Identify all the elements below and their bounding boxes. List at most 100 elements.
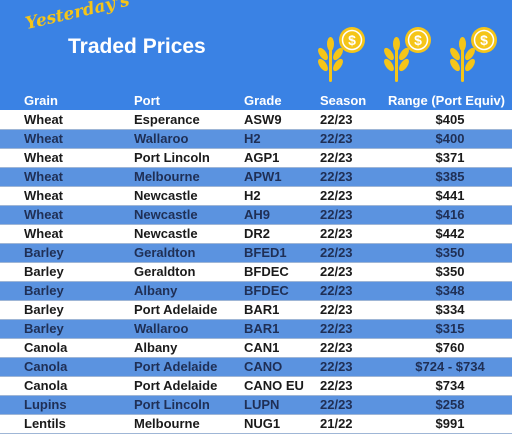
table-row: Wheat Esperance ASW9 22/23 $405	[0, 110, 512, 130]
cell-season: 22/23	[320, 131, 353, 146]
table-body: Wheat Esperance ASW9 22/23 $405 Wheat Wallaroo…	[0, 110, 512, 434]
cell-grade: BAR1	[244, 321, 280, 336]
column-header-port: Port	[134, 92, 244, 111]
cell-range: $760	[435, 340, 465, 355]
cell-grade: CAN1	[244, 340, 280, 355]
table-row: Lentils Melbourne NUG1 21/22 $991	[0, 414, 512, 434]
cell-season: 22/23	[320, 397, 353, 412]
cell-grain: Barley	[24, 302, 64, 317]
table-row: Wheat Newcastle AH9 22/23 $416	[0, 205, 512, 225]
table-row: Wheat Newcastle H2 22/23 $441	[0, 186, 512, 206]
cell-grain: Wheat	[24, 169, 63, 184]
cell-port: Port Adelaide	[134, 378, 218, 393]
cell-range: $258	[435, 397, 465, 412]
cell-grain: Wheat	[24, 112, 63, 127]
cell-range: $315	[435, 321, 465, 336]
cell-grade: CANO	[244, 359, 283, 374]
table-row: Wheat Newcastle DR2 22/23 $442	[0, 224, 512, 244]
cell-grade: DR2	[244, 226, 271, 241]
cell-range: $350	[435, 245, 465, 260]
cell-season: 22/23	[320, 207, 353, 222]
column-header-season: Season	[316, 92, 388, 111]
cell-season: 22/23	[320, 359, 353, 374]
cell-range: $400	[435, 131, 465, 146]
cell-grain: Barley	[24, 321, 64, 336]
cell-range: $441	[435, 188, 465, 203]
cell-grain: Wheat	[24, 150, 63, 165]
cell-range: $405	[435, 112, 465, 127]
cell-season: 22/23	[320, 150, 353, 165]
svg-text:$: $	[348, 32, 356, 48]
cell-grain: Canola	[24, 340, 68, 355]
cell-season: 21/22	[320, 416, 353, 431]
table-row: Wheat Wallaroo H2 22/23 $400	[0, 129, 512, 149]
cell-range: $348	[435, 283, 465, 298]
cell-grade: CANO EU	[244, 378, 304, 393]
cell-grade: H2	[244, 188, 261, 203]
table-row: Barley Geraldton BFED1 22/23 $350	[0, 243, 512, 263]
column-header-grain: Grain	[0, 92, 134, 111]
cell-season: 22/23	[320, 378, 353, 393]
cell-grain: Canola	[24, 378, 68, 393]
prices-table: Grain Port Grade Season Range (Port Equi…	[0, 92, 512, 434]
column-header-grade: Grade	[244, 92, 316, 111]
cell-grain: Lentils	[24, 416, 66, 431]
cell-season: 22/23	[320, 264, 353, 279]
cell-grain: Wheat	[24, 131, 63, 146]
cell-season: 22/23	[320, 226, 353, 241]
page-title: Traded Prices	[68, 35, 206, 58]
cell-port: Geraldton	[134, 264, 196, 279]
cell-port: Port Adelaide	[134, 359, 218, 374]
svg-text:$: $	[480, 32, 488, 48]
cell-port: Melbourne	[134, 416, 200, 431]
cell-season: 22/23	[320, 188, 353, 203]
cell-port: Newcastle	[134, 207, 198, 222]
cell-range: $350	[435, 264, 465, 279]
cell-grade: AGP1	[244, 150, 280, 165]
wheat-coin-icon: $	[450, 27, 497, 82]
cell-season: 22/23	[320, 112, 353, 127]
cell-port: Newcastle	[134, 226, 198, 241]
cell-port: Wallaroo	[134, 131, 189, 146]
cell-season: 22/23	[320, 340, 353, 355]
cell-grade: AH9	[244, 207, 271, 222]
cell-range: $385	[435, 169, 465, 184]
column-header-range: Range (Port Equiv)	[388, 92, 512, 111]
cell-port: Albany	[134, 283, 178, 298]
cell-range: $334	[435, 302, 465, 317]
cell-port: Port Adelaide	[134, 302, 218, 317]
cell-range: $734	[435, 378, 465, 393]
cell-grain: Wheat	[24, 188, 63, 203]
cell-grade: NUG1	[244, 416, 281, 431]
cell-port: Melbourne	[134, 169, 200, 184]
cell-grain: Barley	[24, 264, 64, 279]
cell-season: 22/23	[320, 245, 353, 260]
cell-port: Albany	[134, 340, 178, 355]
cell-port: Wallaroo	[134, 321, 189, 336]
table-row: Canola Albany CAN1 22/23 $760	[0, 338, 512, 358]
cell-range: $724 - $734	[415, 359, 485, 374]
cell-port: Port Lincoln	[134, 397, 210, 412]
cell-port: Geraldton	[134, 245, 196, 260]
svg-text:$: $	[414, 32, 422, 48]
cell-port: Port Lincoln	[134, 150, 210, 165]
cell-grade: H2	[244, 131, 261, 146]
cell-grade: LUPN	[244, 397, 280, 412]
cell-grade: BFDEC	[244, 283, 289, 298]
cell-grain: Barley	[24, 283, 64, 298]
cell-port: Esperance	[134, 112, 200, 127]
cell-grain: Lupins	[24, 397, 67, 412]
cell-grade: BFDEC	[244, 264, 289, 279]
wheat-coin-icon: $	[318, 27, 365, 82]
table-row: Lupins Port Lincoln LUPN 22/23 $258	[0, 395, 512, 415]
cell-grain: Wheat	[24, 207, 63, 222]
table-row: Barley Wallaroo BAR1 22/23 $315	[0, 319, 512, 339]
cell-range: $371	[435, 150, 465, 165]
cell-season: 22/23	[320, 283, 353, 298]
cell-range: $991	[435, 416, 465, 431]
cell-grain: Wheat	[24, 226, 63, 241]
table-row: Canola Port Adelaide CANO 22/23 $724 - $734	[0, 357, 512, 377]
cell-port: Newcastle	[134, 188, 198, 203]
table-row: Wheat Melbourne APW1 22/23 $385	[0, 167, 512, 187]
cell-grade: BAR1	[244, 302, 280, 317]
